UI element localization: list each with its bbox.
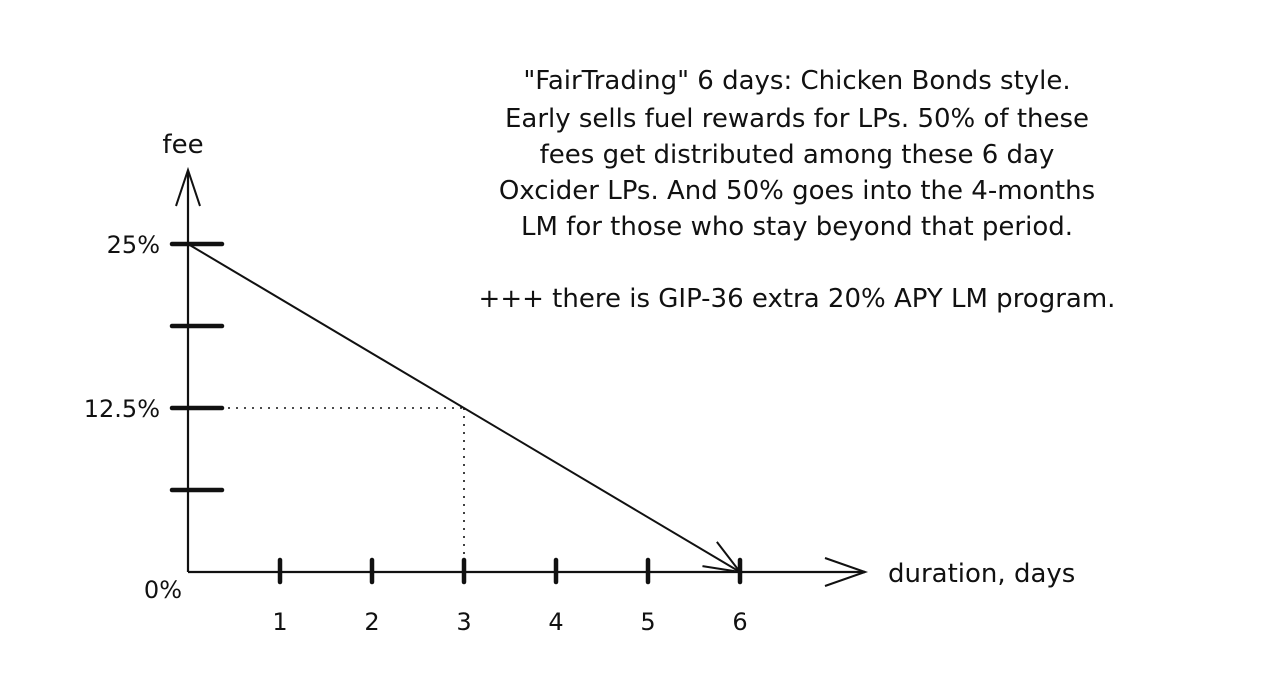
- x-tick-label-4: 4: [548, 608, 563, 636]
- x-tick-label-1: 1: [272, 608, 287, 636]
- annotation-line-5: LM for those who stay beyond that period…: [521, 212, 1073, 242]
- y-axis-arrowhead: [175, 166, 201, 207]
- x-tick-label-2: 2: [364, 608, 379, 636]
- series-arrowhead: [702, 541, 743, 574]
- reference-lines: [188, 407, 465, 572]
- tick-labels: 1 2 3 4 5 6 25% 12.5% 0%: [84, 231, 748, 636]
- annotation-line-2: Early sells fuel rewards for LPs. 50% of…: [505, 104, 1089, 134]
- x-tick-label-5: 5: [640, 608, 655, 636]
- y-axis-title: fee: [162, 130, 203, 160]
- annotation-text: "FairTrading" 6 days: Chicken Bonds styl…: [479, 66, 1116, 314]
- series-group: [187, 243, 743, 574]
- annotation-extra-line: +++ there is GIP-36 extra 20% APY LM pro…: [479, 284, 1116, 314]
- x-tick-label-6: 6: [732, 608, 747, 636]
- y-tick-label-25: 25%: [107, 231, 160, 259]
- y-tick-label-0: 0%: [144, 576, 182, 604]
- annotation-line-4: Oxcider LPs. And 50% goes into the 4-mon…: [499, 176, 1095, 206]
- series-line: [187, 243, 741, 573]
- y-tick-label-12-5: 12.5%: [84, 395, 160, 423]
- annotation-line-1: "FairTrading" 6 days: Chicken Bonds styl…: [523, 66, 1070, 96]
- x-axis-arrowhead: [824, 557, 869, 587]
- x-axis-title: duration, days: [888, 559, 1075, 589]
- annotation-line-3: fees get distributed among these 6 day: [540, 140, 1055, 170]
- x-tick-label-3: 3: [456, 608, 471, 636]
